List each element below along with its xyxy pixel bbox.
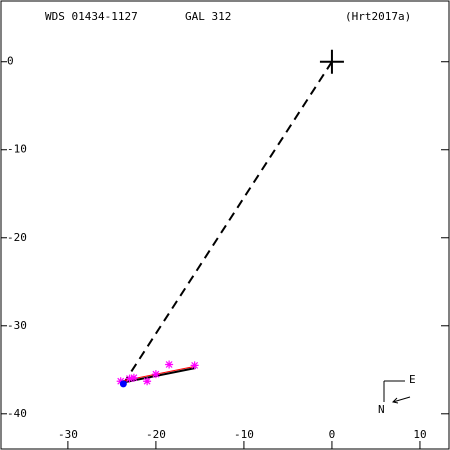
x-tick-label: -30 bbox=[58, 428, 78, 441]
observation bbox=[165, 360, 174, 369]
observation bbox=[125, 374, 134, 383]
y-tick-label: 0 bbox=[7, 55, 14, 68]
observation bbox=[129, 373, 138, 382]
x-tick-label: 10 bbox=[413, 428, 426, 441]
y-tick-label: -30 bbox=[7, 319, 27, 332]
fit-line bbox=[120, 367, 196, 384]
observation bbox=[116, 377, 125, 386]
observation bbox=[190, 361, 199, 370]
reference: (Hrt2017a) bbox=[345, 10, 411, 23]
y-tick-label: -20 bbox=[7, 231, 27, 244]
x-tick-label: 0 bbox=[329, 428, 336, 441]
connector bbox=[122, 61, 333, 385]
compass: E N bbox=[378, 373, 416, 416]
primary-star bbox=[319, 49, 344, 74]
chart-subtitle: GAL 312 bbox=[185, 10, 231, 23]
predicted-position bbox=[119, 380, 127, 388]
x-tick-label: -10 bbox=[234, 428, 254, 441]
chart-title: WDS 01434-1127 bbox=[45, 10, 138, 23]
observation bbox=[143, 377, 152, 386]
compass-north: N bbox=[378, 403, 385, 416]
observation bbox=[151, 370, 160, 379]
compass-arrow bbox=[392, 396, 411, 403]
x-tick-label: -20 bbox=[146, 428, 166, 441]
compass-arrow bbox=[391, 397, 399, 404]
y-tick-label: -40 bbox=[7, 407, 27, 420]
y-tick-label: -10 bbox=[7, 143, 27, 156]
compass-east: E bbox=[409, 373, 416, 386]
